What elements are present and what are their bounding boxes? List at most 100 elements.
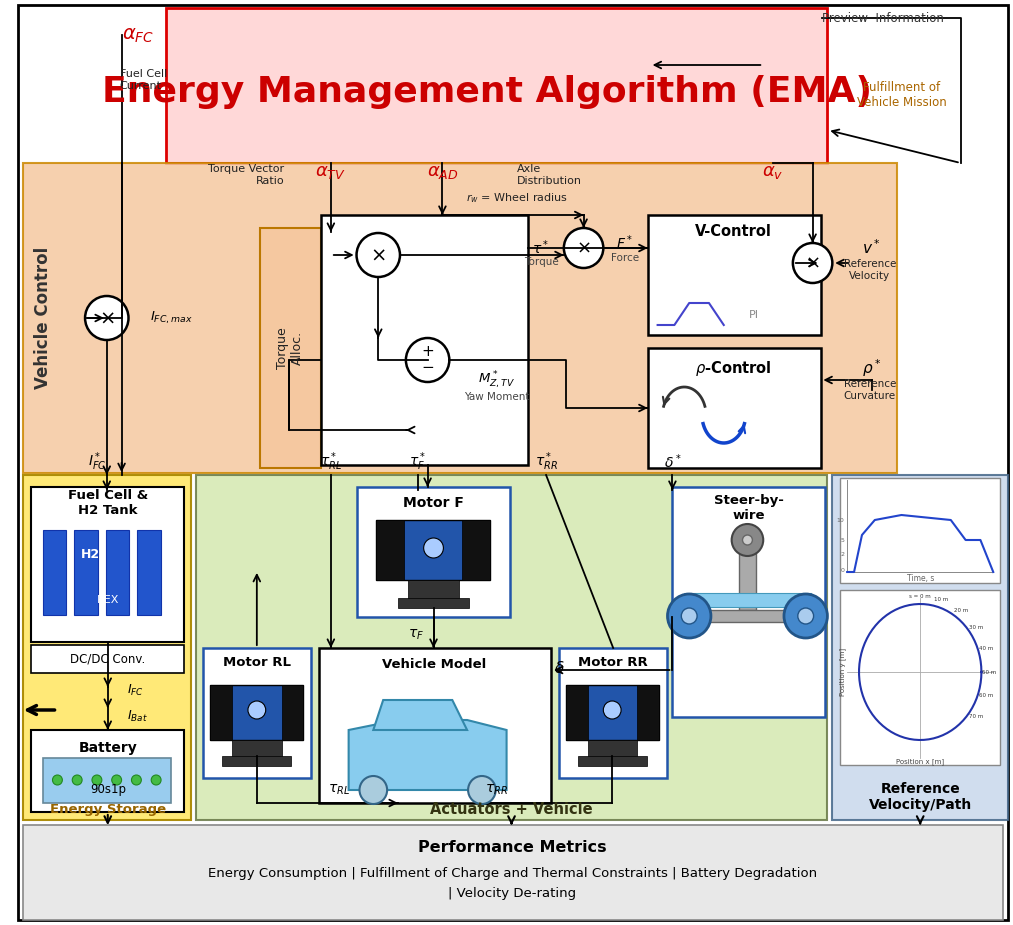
Circle shape [111,775,122,785]
Text: Energy Consumption | Fulfillment of Charge and Thermal Constraints | Battery Deg: Energy Consumption | Fulfillment of Char… [208,867,817,880]
Text: +: + [421,344,434,360]
Circle shape [151,775,161,785]
Circle shape [784,594,828,638]
Bar [196,475,828,820]
Text: Steer-by-
wire: Steer-by- wire [713,494,783,522]
Circle shape [731,524,763,556]
Circle shape [132,775,142,785]
Text: 2: 2 [840,552,844,558]
Text: | Velocity De-rating: | Velocity De-rating [449,886,576,899]
Bar [559,648,668,778]
Text: $I^*_{FC}$: $I^*_{FC}$ [88,450,106,474]
Bar [647,348,821,468]
Text: $M^*_{Z,TV}$: $M^*_{Z,TV}$ [478,369,516,390]
Circle shape [360,776,387,804]
Circle shape [85,296,129,340]
Bar [138,530,161,615]
Text: H2: H2 [80,549,99,561]
Text: $\times$: $\times$ [371,245,386,265]
Bar [637,685,658,740]
Bar [376,520,404,580]
Text: 10: 10 [837,517,844,523]
Text: 20 m: 20 m [953,608,968,613]
Text: $\times$: $\times$ [576,239,591,257]
Text: $v^*$: $v^*$ [862,239,881,257]
Bar [577,756,646,766]
Text: $F^*$: $F^*$ [616,234,634,253]
Circle shape [248,701,265,719]
Text: Yaw Moment: Yaw Moment [464,392,530,402]
Text: $\rho^*$: $\rho^*$ [862,357,881,379]
Text: Vehicle Control: Vehicle Control [33,247,52,389]
Bar [74,530,98,615]
Text: $\delta^*$: $\delta^*$ [664,452,682,472]
Text: Torque Vector
Ratio: Torque Vector Ratio [209,165,285,186]
Text: $\rho$-Control: $\rho$-Control [695,359,772,377]
Bar [319,648,551,803]
Text: Fulfillment of
Vehicle Mission: Fulfillment of Vehicle Mission [857,81,946,109]
Text: $\delta$: $\delta$ [553,660,564,676]
Circle shape [53,775,63,785]
Bar [23,475,190,820]
Text: Vehicle Model: Vehicle Model [382,659,486,672]
Text: Motor RL: Motor RL [223,657,291,670]
Circle shape [793,243,833,283]
Text: 10 m: 10 m [934,598,949,602]
Text: Battery: Battery [78,741,137,755]
Circle shape [668,594,711,638]
Text: Preview  Information: Preview Information [823,11,944,24]
Text: −: − [421,361,434,376]
Bar [833,475,1008,820]
Bar [673,487,826,717]
Bar [30,487,183,642]
Bar [211,685,303,740]
Text: Reference
Velocity: Reference Velocity [844,259,897,281]
Text: $\alpha_v$: $\alpha_v$ [763,163,784,181]
Text: $\tau_{RL}$: $\tau_{RL}$ [328,783,349,797]
Text: 30 m: 30 m [969,624,984,630]
Bar [376,520,490,580]
Text: Torque
Alloc.: Torque Alloc. [277,327,304,369]
Bar [684,593,810,607]
Bar [675,610,823,622]
Text: Fuel Cell
Current: Fuel Cell Current [120,69,167,91]
Text: 70 m: 70 m [969,714,984,719]
Text: 5: 5 [841,537,844,542]
Circle shape [406,338,450,382]
Text: s = 0 m: s = 0 m [910,594,931,598]
Circle shape [423,538,444,558]
Text: $\tau^*_{RR}$: $\tau^*_{RR}$ [535,450,557,474]
Bar [462,520,490,580]
Circle shape [357,233,400,277]
Text: 90s1p: 90s1p [90,783,126,796]
Text: V-Control: V-Control [695,225,772,240]
Text: Axle
Distribution: Axle Distribution [517,165,581,186]
Text: 60 m: 60 m [979,693,993,698]
Text: Energy Management Algorithm (EMA): Energy Management Algorithm (EMA) [102,75,872,109]
Circle shape [564,228,604,268]
Bar [211,685,232,740]
Text: 40 m: 40 m [979,646,993,651]
Text: Force: Force [611,253,639,263]
Text: Position x [m]: Position x [m] [897,758,944,765]
Circle shape [72,775,82,785]
Text: Reference
Velocity/Path: Reference Velocity/Path [868,782,971,812]
Bar [43,530,66,615]
Text: REX: REX [96,595,119,605]
Text: $I_{FC,max}$: $I_{FC,max}$ [150,310,192,327]
Bar [259,228,321,468]
Polygon shape [348,720,506,790]
Text: $\alpha_{TV}$: $\alpha_{TV}$ [315,163,346,181]
Bar [203,648,311,778]
Bar [566,685,588,740]
Polygon shape [374,700,467,730]
Bar [321,215,529,465]
Bar [357,487,510,617]
Text: $I_{Bat}$: $I_{Bat}$ [127,709,147,723]
Bar [30,645,183,673]
Bar [222,756,292,766]
Bar [23,163,897,473]
Bar [588,740,637,758]
Bar [282,685,303,740]
Text: $\times$: $\times$ [805,254,820,272]
